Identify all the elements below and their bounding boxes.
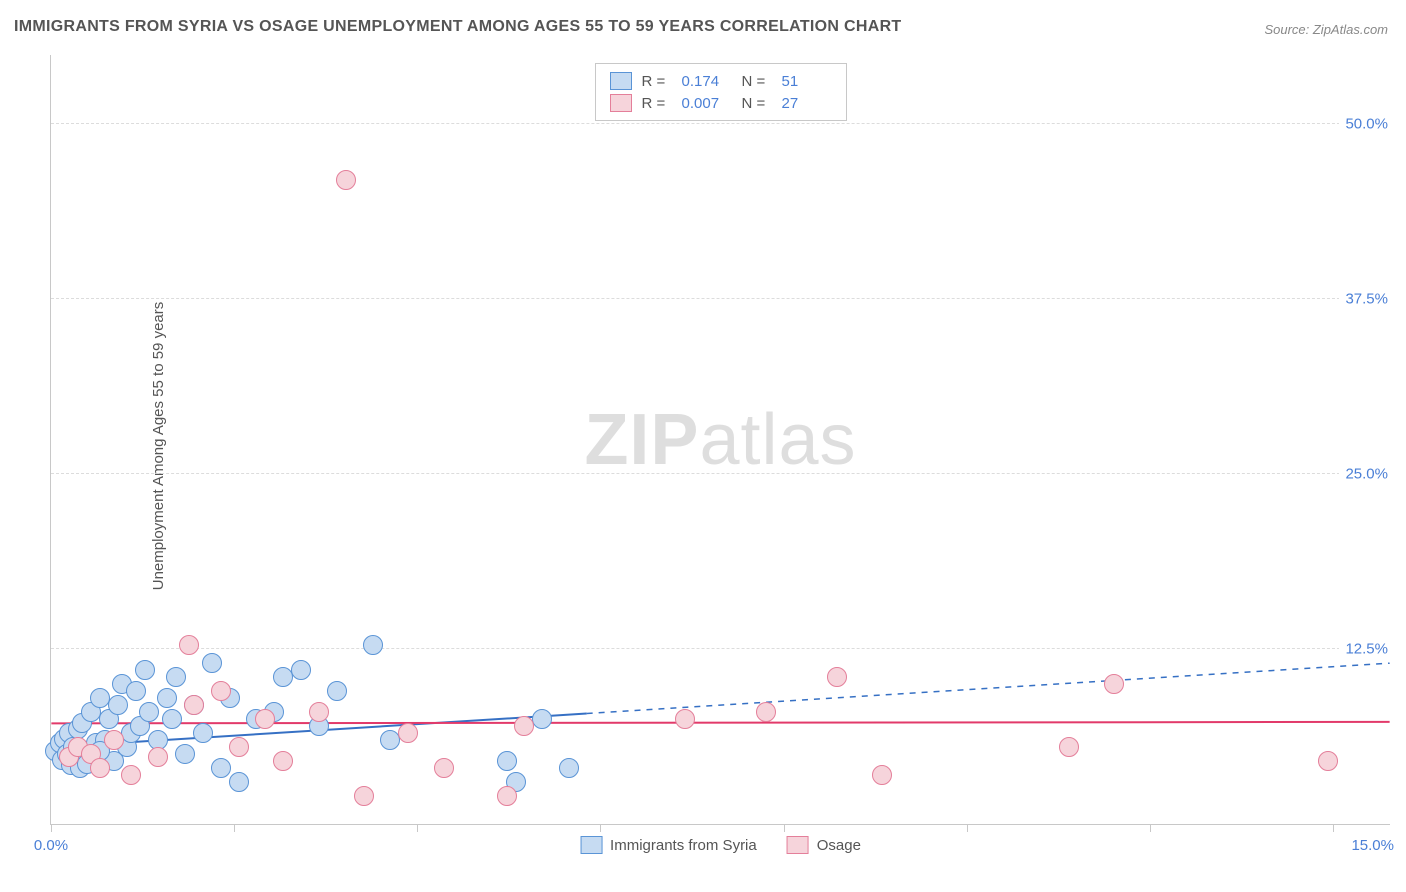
scatter-point <box>148 747 168 767</box>
x-axis-tick <box>51 824 52 832</box>
scatter-point <box>291 660 311 680</box>
legend-swatch <box>580 836 602 854</box>
scatter-point <box>354 786 374 806</box>
scatter-point <box>166 667 186 687</box>
scatter-point <box>126 681 146 701</box>
scatter-point <box>211 681 231 701</box>
legend-swatch <box>787 836 809 854</box>
trend-line-dashed <box>587 663 1390 713</box>
gridline <box>51 298 1390 299</box>
scatter-point <box>139 702 159 722</box>
chart-title: IMMIGRANTS FROM SYRIA VS OSAGE UNEMPLOYM… <box>14 18 902 36</box>
scatter-point <box>872 765 892 785</box>
scatter-point <box>398 723 418 743</box>
legend-item-label: Immigrants from Syria <box>610 837 757 854</box>
legend-swatch <box>610 72 632 90</box>
legend-n-value: 27 <box>782 95 832 112</box>
scatter-point <box>121 765 141 785</box>
scatter-point <box>175 744 195 764</box>
x-axis-tick <box>1333 824 1334 832</box>
scatter-point <box>827 667 847 687</box>
legend-r-label: R = <box>642 73 672 90</box>
scatter-point <box>1104 674 1124 694</box>
scatter-point <box>229 772 249 792</box>
scatter-point <box>434 758 454 778</box>
legend-item-label: Osage <box>817 837 861 854</box>
legend-n-label: N = <box>742 95 772 112</box>
legend-r-label: R = <box>642 95 672 112</box>
legend-r-value: 0.007 <box>682 95 732 112</box>
scatter-point <box>90 758 110 778</box>
trend-lines-layer <box>51 55 1390 824</box>
legend-n-label: N = <box>742 73 772 90</box>
x-axis-tick <box>417 824 418 832</box>
x-axis-tick <box>234 824 235 832</box>
scatter-point <box>327 681 347 701</box>
legend-r-value: 0.174 <box>682 73 732 90</box>
gridline <box>51 648 1390 649</box>
source-label: Source: ZipAtlas.com <box>1264 22 1388 37</box>
scatter-point <box>514 716 534 736</box>
y-axis-tick-label: 25.0% <box>1339 464 1394 485</box>
gridline <box>51 473 1390 474</box>
x-axis-tick <box>967 824 968 832</box>
correlation-legend: R = 0.174 N = 51 R = 0.007 N = 27 <box>595 63 847 121</box>
scatter-point <box>497 751 517 771</box>
plot-area: ZIPatlas R =0.174N =51R =0.007N =27 0.0%… <box>50 55 1390 825</box>
scatter-point <box>157 688 177 708</box>
y-axis-tick-label: 37.5% <box>1339 289 1394 310</box>
scatter-point <box>1318 751 1338 771</box>
scatter-point <box>202 653 222 673</box>
scatter-point <box>211 758 231 778</box>
legend-n-value: 51 <box>782 73 832 90</box>
x-axis-tick <box>600 824 601 832</box>
watermark: ZIPatlas <box>584 399 856 481</box>
scatter-point <box>273 751 293 771</box>
scatter-point <box>229 737 249 757</box>
x-axis-tick <box>784 824 785 832</box>
y-axis-tick-label: 12.5% <box>1339 639 1394 660</box>
legend-row: R = 0.174 N = 51 <box>610 70 832 92</box>
scatter-point <box>255 709 275 729</box>
scatter-point <box>135 660 155 680</box>
scatter-point <box>179 635 199 655</box>
watermark-rest: atlas <box>699 400 856 480</box>
legend-swatch <box>610 94 632 112</box>
scatter-point <box>497 786 517 806</box>
legend-row: R = 0.007 N = 27 <box>610 92 832 114</box>
legend-item: Immigrants from Syria <box>580 836 757 854</box>
x-axis-min-label: 0.0% <box>34 837 68 854</box>
scatter-point <box>108 695 128 715</box>
scatter-point <box>162 709 182 729</box>
scatter-point <box>1059 737 1079 757</box>
scatter-point <box>559 758 579 778</box>
scatter-point <box>363 635 383 655</box>
scatter-point <box>104 730 124 750</box>
scatter-point <box>193 723 213 743</box>
watermark-bold: ZIP <box>584 400 699 480</box>
scatter-point <box>756 702 776 722</box>
x-axis-max-label: 15.0% <box>1351 837 1394 854</box>
x-axis-tick <box>1150 824 1151 832</box>
gridline <box>51 123 1390 124</box>
series-legend: Immigrants from Syria Osage <box>580 836 861 854</box>
legend-item: Osage <box>787 836 861 854</box>
scatter-point <box>675 709 695 729</box>
scatter-point <box>309 702 329 722</box>
scatter-point <box>336 170 356 190</box>
scatter-point <box>532 709 552 729</box>
scatter-point <box>184 695 204 715</box>
y-axis-tick-label: 50.0% <box>1339 114 1394 135</box>
